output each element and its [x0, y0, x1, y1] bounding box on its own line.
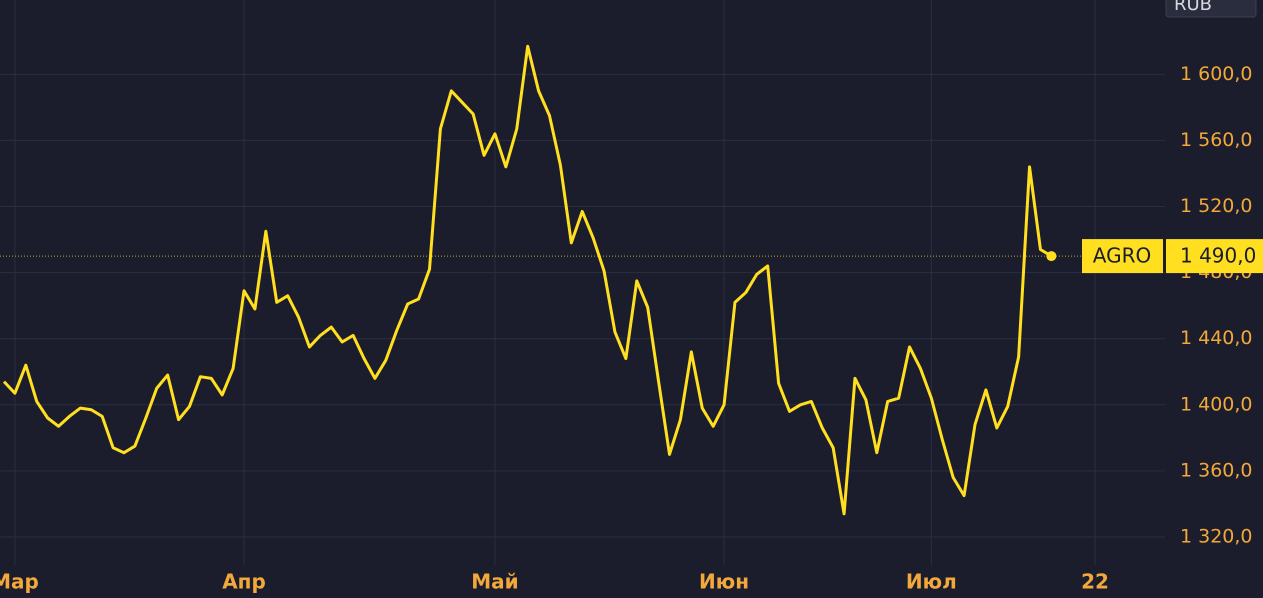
price-line: [2, 44, 1053, 516]
x-tick-label: Июн: [699, 570, 749, 594]
unit-label: RUB: [1174, 0, 1212, 15]
x-tick-label: Апр: [222, 570, 266, 594]
y-tick-label: 1 600,0: [1180, 63, 1253, 85]
price-label: 1 490,0: [1180, 244, 1256, 268]
y-tick-label: 1 400,0: [1180, 393, 1253, 415]
y-tick-label: 1 520,0: [1180, 195, 1253, 217]
plot-area: [0, 44, 1082, 516]
unit-box: [1165, 0, 1257, 18]
x-tick-label: 22: [1081, 570, 1109, 594]
x-tick-label: Май: [471, 570, 518, 594]
x-tick-label: Июл: [906, 570, 957, 594]
last-point: [1046, 251, 1057, 262]
y-tick-label: 1 560,0: [1180, 129, 1253, 151]
y-tick-label: 1 440,0: [1180, 327, 1253, 349]
y-tick-label: 1 360,0: [1180, 459, 1253, 481]
x-tick-label: Мар: [0, 570, 39, 594]
ticker-label: AGRO: [1093, 244, 1151, 268]
price-box: [1166, 239, 1263, 274]
grid: [0, 0, 1165, 565]
y-tick-label: 1 320,0: [1180, 525, 1253, 547]
ticker-box: [1082, 239, 1163, 274]
